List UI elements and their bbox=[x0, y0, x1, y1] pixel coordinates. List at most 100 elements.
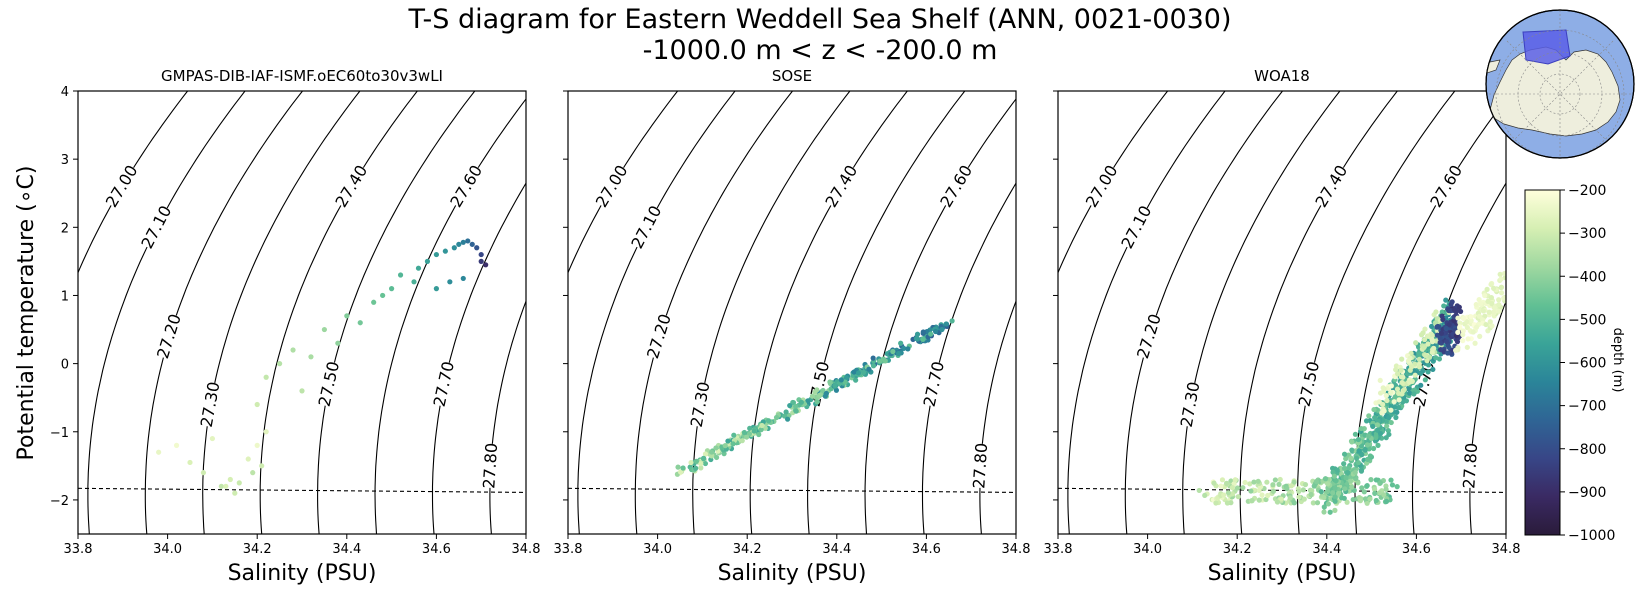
data-point bbox=[1460, 315, 1467, 322]
data-point bbox=[1352, 469, 1358, 475]
data-point bbox=[1348, 455, 1354, 461]
y-tick-label: 1 bbox=[61, 289, 69, 304]
data-point bbox=[250, 470, 256, 476]
data-point bbox=[1421, 336, 1428, 343]
data-point bbox=[1496, 302, 1502, 308]
isopycnal-line bbox=[1095, 91, 1252, 534]
data-point bbox=[920, 336, 926, 343]
data-point bbox=[1366, 446, 1372, 452]
x-tick-label: 34.8 bbox=[1002, 542, 1031, 557]
data-point bbox=[1472, 340, 1478, 346]
data-point bbox=[1476, 297, 1482, 303]
data-point bbox=[1223, 480, 1230, 486]
data-point bbox=[1358, 468, 1365, 474]
data-point bbox=[1391, 399, 1397, 405]
data-point bbox=[1405, 358, 1412, 364]
x-axis-label: Salinity (PSU) bbox=[228, 561, 377, 586]
data-point bbox=[465, 238, 471, 244]
data-point bbox=[1264, 479, 1270, 485]
data-point bbox=[1370, 423, 1376, 430]
data-point bbox=[1457, 320, 1463, 326]
data-point bbox=[1489, 323, 1495, 329]
isopycnal-line bbox=[692, 91, 851, 534]
data-point bbox=[914, 331, 921, 337]
isopycnal-line bbox=[577, 91, 736, 534]
data-point bbox=[474, 245, 480, 251]
data-point bbox=[1276, 481, 1282, 487]
data-point bbox=[1296, 494, 1302, 500]
data-point bbox=[1365, 433, 1371, 439]
isopycnal-label: 27.20 bbox=[1133, 312, 1165, 361]
data-point bbox=[1232, 477, 1238, 483]
data-point bbox=[1496, 308, 1502, 314]
data-point bbox=[1445, 342, 1451, 349]
data-point bbox=[1422, 377, 1428, 383]
data-point bbox=[1465, 336, 1471, 342]
isopycnal-label: 27.10 bbox=[137, 202, 175, 251]
data-point bbox=[1388, 389, 1394, 396]
data-point bbox=[1393, 367, 1399, 373]
isopycnal-line bbox=[807, 91, 966, 534]
isopycnal-label: 27.10 bbox=[1117, 202, 1155, 251]
data-point bbox=[700, 455, 707, 462]
data-point bbox=[1417, 351, 1423, 357]
data-point bbox=[290, 347, 296, 353]
data-point bbox=[1460, 328, 1466, 334]
data-point bbox=[259, 463, 265, 469]
data-point bbox=[1405, 386, 1412, 392]
data-point bbox=[713, 454, 720, 461]
data-point bbox=[1301, 496, 1307, 502]
data-point bbox=[1284, 486, 1290, 492]
data-point bbox=[1398, 374, 1404, 380]
data-point bbox=[1477, 333, 1483, 339]
data-point bbox=[1406, 390, 1413, 396]
data-point bbox=[1234, 485, 1241, 491]
data-point bbox=[1376, 490, 1382, 496]
data-point bbox=[741, 429, 747, 436]
data-point bbox=[709, 453, 715, 459]
data-point bbox=[895, 350, 902, 357]
data-point bbox=[1453, 347, 1459, 353]
data-point bbox=[1443, 338, 1450, 345]
data-point bbox=[357, 320, 363, 326]
data-point bbox=[798, 399, 804, 405]
map-region-highlight bbox=[1522, 29, 1571, 65]
data-point bbox=[1331, 473, 1337, 479]
data-point bbox=[1249, 498, 1255, 504]
data-point bbox=[1451, 307, 1457, 313]
data-point bbox=[949, 318, 955, 324]
data-point bbox=[1425, 362, 1432, 368]
isopycnal-label: 27.40 bbox=[1311, 162, 1351, 211]
scatter-points bbox=[1196, 270, 1506, 515]
data-point bbox=[1330, 490, 1336, 496]
isopycnal-line bbox=[1239, 91, 1398, 534]
data-point bbox=[1231, 481, 1237, 487]
data-point bbox=[747, 425, 753, 431]
isopycnal-label: 27.30 bbox=[197, 380, 224, 428]
x-axis-label: Salinity (PSU) bbox=[718, 561, 867, 586]
data-point bbox=[1501, 295, 1506, 301]
data-point bbox=[677, 469, 684, 475]
data-point bbox=[1418, 382, 1424, 388]
data-point bbox=[460, 239, 466, 245]
data-point bbox=[1361, 489, 1367, 495]
data-point bbox=[1374, 422, 1381, 428]
data-point bbox=[793, 403, 799, 409]
colorbar-tick-label: −600 bbox=[1568, 356, 1606, 372]
data-point bbox=[1492, 304, 1498, 310]
data-point bbox=[1335, 490, 1342, 497]
data-point bbox=[1354, 455, 1360, 461]
data-point bbox=[853, 377, 859, 383]
panels: 27.0027.1027.2027.3027.4027.5027.6027.70… bbox=[14, 67, 1520, 586]
data-point bbox=[173, 442, 180, 448]
x-tick-label: 33.8 bbox=[1044, 542, 1073, 557]
data-point bbox=[156, 449, 162, 455]
data-point bbox=[1412, 372, 1418, 378]
colorbar-tick-label: −700 bbox=[1568, 399, 1606, 415]
data-point bbox=[1498, 290, 1505, 296]
data-point bbox=[1371, 486, 1378, 492]
data-point bbox=[1225, 490, 1232, 496]
data-point bbox=[263, 374, 269, 380]
data-point bbox=[1352, 431, 1359, 437]
